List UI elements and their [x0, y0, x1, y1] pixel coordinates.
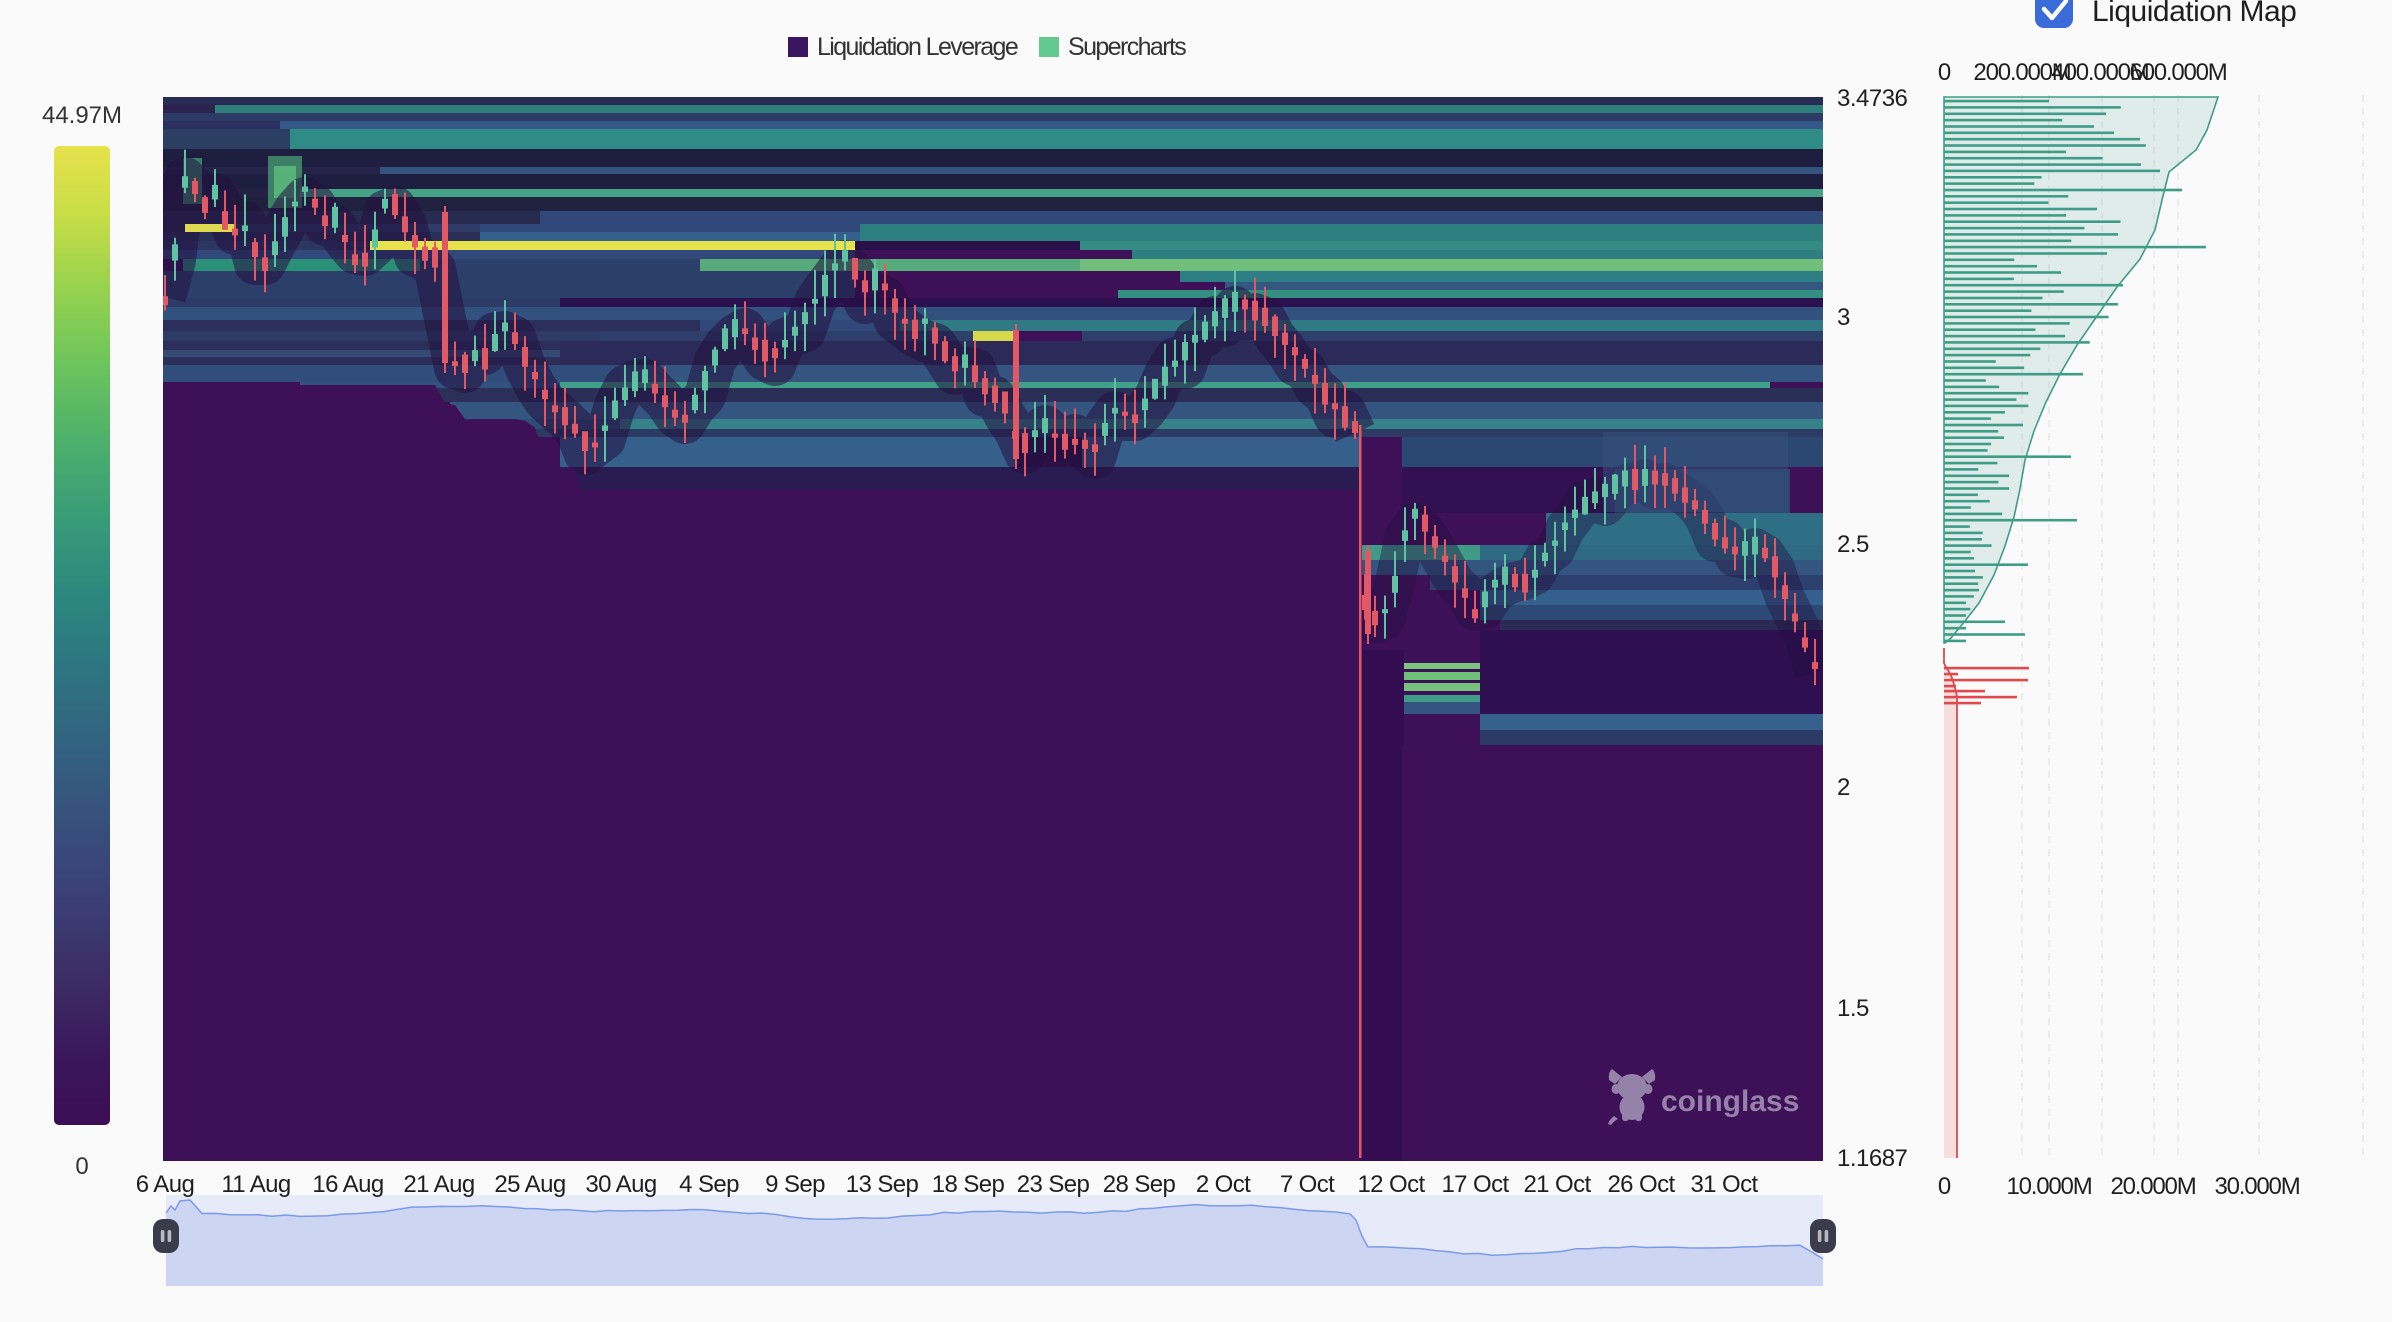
- svg-text:2.5: 2.5: [1837, 531, 1869, 558]
- svg-text:23 Sep: 23 Sep: [1017, 1171, 1090, 1198]
- svg-text:20.000M: 20.000M: [2111, 1173, 2196, 1200]
- svg-text:30.000M: 30.000M: [2215, 1173, 2300, 1200]
- svg-text:0: 0: [1938, 59, 1951, 86]
- svg-text:10.000M: 10.000M: [2007, 1173, 2092, 1200]
- svg-text:13 Sep: 13 Sep: [846, 1171, 919, 1198]
- svg-text:7 Oct: 7 Oct: [1280, 1171, 1335, 1198]
- svg-text:12 Oct: 12 Oct: [1357, 1171, 1425, 1198]
- svg-text:17 Oct: 17 Oct: [1441, 1171, 1509, 1198]
- svg-text:Liquidation Leverage: Liquidation Leverage: [817, 33, 1018, 61]
- svg-text:2 Oct: 2 Oct: [1196, 1171, 1251, 1198]
- svg-text:31 Oct: 31 Oct: [1690, 1171, 1758, 1198]
- svg-text:3.4736: 3.4736: [1837, 85, 1908, 112]
- svg-text:600.000M: 600.000M: [2129, 59, 2226, 86]
- svg-text:4 Sep: 4 Sep: [679, 1171, 739, 1198]
- svg-text:0: 0: [75, 1153, 88, 1180]
- svg-text:18 Sep: 18 Sep: [932, 1171, 1005, 1198]
- svg-text:44.97M: 44.97M: [42, 102, 122, 129]
- svg-text:Supercharts: Supercharts: [1068, 33, 1186, 61]
- svg-text:1.5: 1.5: [1837, 995, 1869, 1022]
- svg-text:400.000M: 400.000M: [2051, 59, 2148, 86]
- svg-text:3: 3: [1837, 304, 1850, 331]
- svg-text:11 Aug: 11 Aug: [221, 1171, 290, 1198]
- svg-text:26 Oct: 26 Oct: [1607, 1171, 1675, 1198]
- svg-text:28 Sep: 28 Sep: [1103, 1171, 1176, 1198]
- svg-text:2: 2: [1837, 774, 1850, 801]
- svg-text:16 Aug: 16 Aug: [312, 1171, 383, 1198]
- svg-text:1.1687: 1.1687: [1837, 1145, 1908, 1172]
- svg-text:6 Aug: 6 Aug: [136, 1171, 194, 1198]
- svg-text:30 Aug: 30 Aug: [585, 1171, 656, 1198]
- svg-text:21 Oct: 21 Oct: [1523, 1171, 1591, 1198]
- svg-text:25 Aug: 25 Aug: [494, 1171, 565, 1198]
- svg-text:9 Sep: 9 Sep: [765, 1171, 825, 1198]
- svg-text:0: 0: [1938, 1173, 1951, 1200]
- svg-text:200.000M: 200.000M: [1973, 59, 2070, 86]
- svg-text:Liquidation Map: Liquidation Map: [2092, 0, 2296, 28]
- svg-text:21 Aug: 21 Aug: [403, 1171, 474, 1198]
- svg-text:coinglass: coinglass: [1661, 1085, 1799, 1118]
